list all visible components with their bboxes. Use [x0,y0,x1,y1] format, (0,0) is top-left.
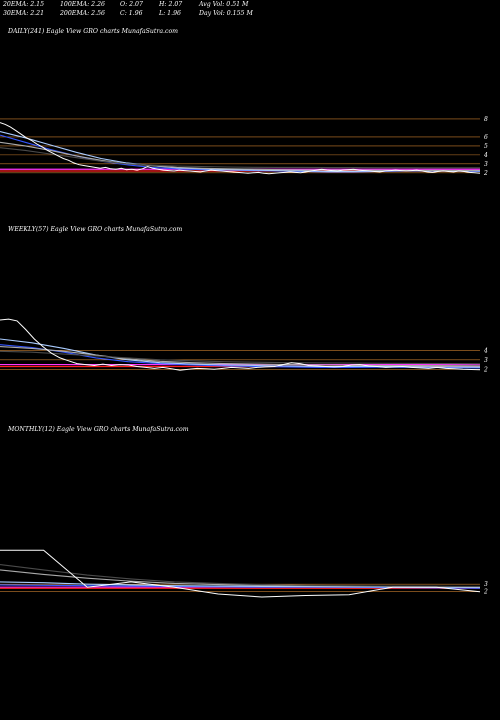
monthly-price-line [0,549,481,598]
close-readout: C: 1.96 [120,10,143,17]
ema100-readout: 100EMA: 2.26 [60,1,105,8]
daily-price-line [0,122,481,175]
weekly-tick-label: 2 [483,366,488,373]
daily-ema-line-0 [0,134,481,173]
monthly-panel-label[interactable]: MONTHLY(12) Eagle View GRO charts Munafa… [8,426,189,433]
monthly-chart: 32 [0,549,488,598]
weekly-tick-label: 4 [483,347,488,354]
daily-tick-label: 3 [484,161,488,168]
day-vol-readout: Day Vol: 0.155 M [199,10,253,17]
daily-tick-label: 6 [484,134,488,141]
daily-panel-label[interactable]: DAILY(241) Eagle View GRO charts MunafaS… [8,28,179,35]
weekly-ema-line-3 [0,350,481,365]
monthly-tick-label: 3 [484,581,488,588]
daily-tick-label: 8 [484,116,488,123]
daily-tick-label: 2 [483,170,488,177]
ema20-readout: 20EMA: 2.15 [3,1,45,8]
daily-chart: 8 6 5 4 3 2 [0,116,488,177]
daily-tick-label: 4 [483,152,488,159]
weekly-panel-label[interactable]: WEEKLY(57) Eagle View GRO charts MunafaS… [8,226,183,233]
weekly-tick-label: 3 [484,357,488,364]
high-readout: H: 2.07 [159,1,183,8]
daily-ema-line-1 [0,130,481,173]
daily-ema-line-3 [0,147,480,169]
weekly-price-line [0,318,481,371]
weekly-chart: 4 3 2 [0,318,488,373]
open-readout: O: 2.07 [120,1,143,8]
avg-vol-readout: Avg Vol: 0.51 M [199,1,249,8]
monthly-tick-label: 2 [483,589,488,596]
ema30-readout: 30EMA: 2.21 [3,10,45,17]
daily-ema-line-2 [0,141,480,172]
low-readout: L: 1.96 [159,10,181,17]
weekly-ema-line-2 [0,346,481,367]
monthly-ema-line-3 [0,564,481,587]
ema200-readout: 200EMA: 2.56 [60,10,105,17]
daily-tick-label: 5 [484,143,488,150]
